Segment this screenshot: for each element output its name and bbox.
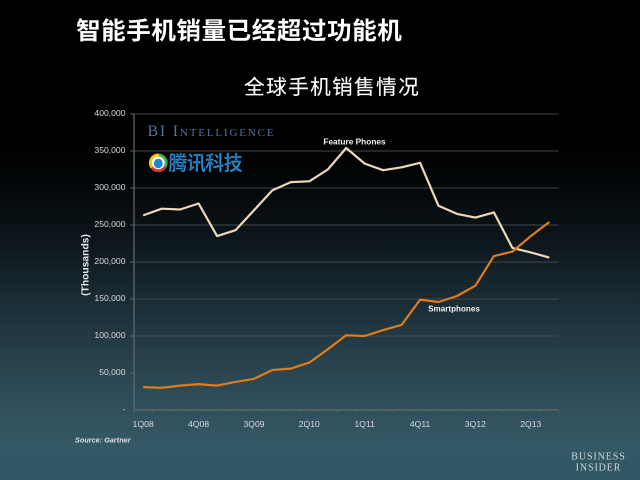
- svg-text:200,000: 200,000: [94, 256, 125, 266]
- svg-text:100,000: 100,000: [94, 330, 125, 340]
- svg-text:250,000: 250,000: [94, 219, 125, 229]
- svg-text:350,000: 350,000: [94, 145, 125, 155]
- svg-text:2Q13: 2Q13: [520, 419, 541, 429]
- svg-text:3Q12: 3Q12: [465, 419, 486, 429]
- svg-text:(Thousands): (Thousands): [81, 234, 92, 296]
- svg-text:BUSINESS: BUSINESS: [571, 452, 625, 463]
- svg-text:INSIDER: INSIDER: [576, 463, 622, 474]
- svg-text:3Q09: 3Q09: [243, 419, 264, 429]
- svg-text:1Q11: 1Q11: [355, 419, 376, 429]
- svg-text:400,000: 400,000: [94, 108, 125, 118]
- svg-text:Smartphones: Smartphones: [428, 305, 480, 314]
- svg-text:4Q11: 4Q11: [410, 419, 431, 429]
- svg-text:150,000: 150,000: [94, 293, 125, 303]
- svg-text:BI Intelligence: BI Intelligence: [148, 123, 276, 140]
- svg-text:50,000: 50,000: [99, 367, 126, 377]
- svg-text:300,000: 300,000: [94, 182, 125, 192]
- svg-text:2Q10: 2Q10: [299, 419, 320, 429]
- svg-text:-: -: [123, 404, 126, 414]
- svg-text:Source: Gartner: Source: Gartner: [75, 436, 132, 445]
- svg-text:4Q08: 4Q08: [188, 419, 209, 429]
- svg-text:Feature Phones: Feature Phones: [323, 137, 386, 147]
- svg-text:1Q08: 1Q08: [133, 419, 154, 429]
